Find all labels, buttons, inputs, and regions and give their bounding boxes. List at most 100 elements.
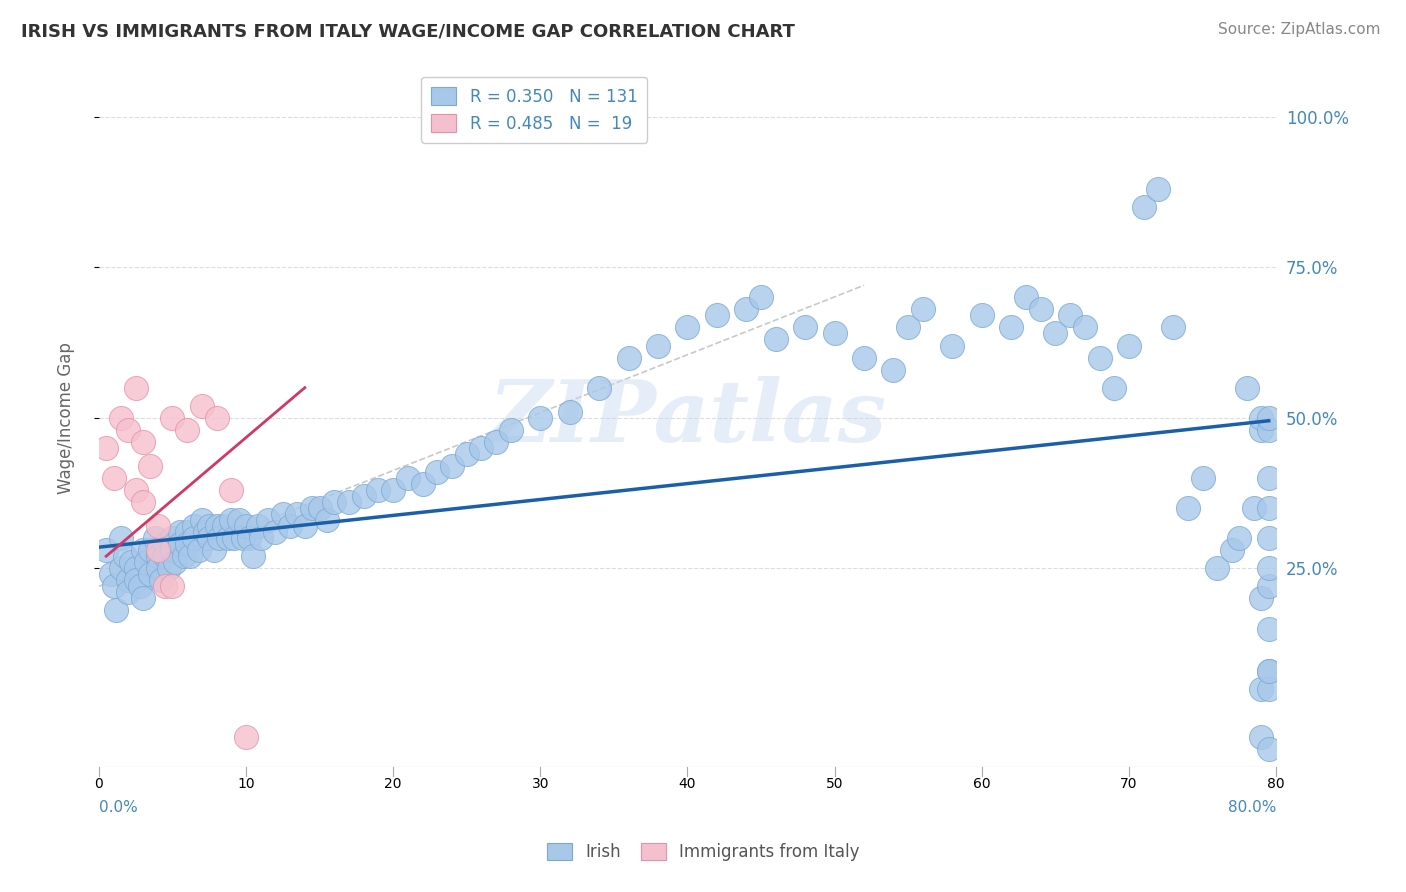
Point — [139, 458, 162, 473]
Point — [264, 525, 287, 540]
Point — [94, 543, 117, 558]
Point — [212, 519, 235, 533]
Point — [103, 579, 125, 593]
Point — [1206, 561, 1229, 575]
Point — [139, 543, 162, 558]
Point — [323, 495, 346, 509]
Point — [162, 531, 184, 545]
Point — [315, 513, 337, 527]
Point — [1074, 320, 1097, 334]
Point — [238, 531, 260, 545]
Point — [149, 574, 172, 588]
Point — [208, 531, 231, 545]
Point — [205, 519, 228, 533]
Point — [176, 423, 198, 437]
Point — [139, 567, 162, 582]
Point — [1257, 471, 1279, 485]
Point — [202, 543, 225, 558]
Point — [257, 513, 280, 527]
Y-axis label: Wage/Income Gap: Wage/Income Gap — [58, 342, 75, 493]
Point — [1257, 622, 1279, 636]
Point — [198, 519, 221, 533]
Point — [278, 519, 301, 533]
Point — [194, 525, 217, 540]
Point — [135, 555, 157, 569]
Point — [529, 410, 551, 425]
Point — [824, 326, 846, 341]
Point — [110, 561, 132, 575]
Point — [191, 513, 214, 527]
Point — [110, 410, 132, 425]
Point — [129, 579, 152, 593]
Point — [765, 333, 787, 347]
Point — [706, 309, 728, 323]
Point — [456, 447, 478, 461]
Point — [294, 519, 316, 533]
Point — [1045, 326, 1067, 341]
Point — [647, 338, 669, 352]
Point — [287, 507, 309, 521]
Point — [153, 537, 176, 551]
Point — [1257, 579, 1279, 593]
Point — [176, 525, 198, 540]
Point — [749, 290, 772, 304]
Point — [183, 519, 205, 533]
Point — [191, 399, 214, 413]
Point — [146, 561, 169, 575]
Point — [588, 381, 610, 395]
Point — [153, 549, 176, 564]
Point — [146, 543, 169, 558]
Point — [235, 519, 257, 533]
Point — [499, 423, 522, 437]
Point — [1250, 730, 1272, 744]
Point — [882, 362, 904, 376]
Point — [169, 537, 191, 551]
Point — [117, 585, 139, 599]
Point — [1236, 381, 1258, 395]
Point — [440, 458, 463, 473]
Point — [1250, 591, 1272, 606]
Point — [110, 531, 132, 545]
Point — [412, 477, 434, 491]
Point — [1088, 351, 1111, 365]
Point — [970, 309, 993, 323]
Point — [1118, 338, 1140, 352]
Point — [1227, 531, 1250, 545]
Point — [235, 730, 257, 744]
Point — [105, 603, 128, 617]
Point — [911, 302, 934, 317]
Point — [1257, 742, 1279, 756]
Point — [117, 423, 139, 437]
Point — [1177, 501, 1199, 516]
Point — [1257, 531, 1279, 545]
Point — [1102, 381, 1125, 395]
Point — [224, 531, 246, 545]
Point — [617, 351, 640, 365]
Point — [426, 465, 449, 479]
Point — [301, 501, 323, 516]
Point — [219, 513, 242, 527]
Point — [308, 501, 330, 516]
Point — [246, 519, 269, 533]
Point — [94, 441, 117, 455]
Point — [271, 507, 294, 521]
Point — [198, 531, 221, 545]
Point — [219, 483, 242, 497]
Point — [114, 549, 136, 564]
Point — [794, 320, 817, 334]
Text: 0.0%: 0.0% — [98, 800, 138, 815]
Point — [120, 555, 142, 569]
Point — [1243, 501, 1265, 516]
Point — [1257, 561, 1279, 575]
Point — [132, 591, 155, 606]
Point — [100, 567, 122, 582]
Point — [179, 549, 201, 564]
Legend: Irish, Immigrants from Italy: Irish, Immigrants from Italy — [540, 836, 866, 868]
Point — [1000, 320, 1022, 334]
Point — [124, 561, 146, 575]
Point — [124, 483, 146, 497]
Point — [1257, 681, 1279, 696]
Point — [1257, 664, 1279, 678]
Point — [228, 513, 250, 527]
Point — [187, 543, 209, 558]
